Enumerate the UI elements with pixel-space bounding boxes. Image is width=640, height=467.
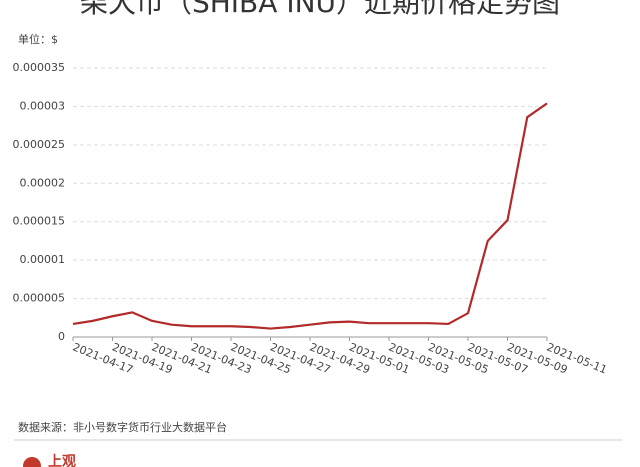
logo-icon [23,457,41,467]
y-tick-label: 0.00001 [20,253,66,266]
y-tick-label: 0.000025 [13,138,66,151]
line [72,102,548,330]
chart-title: 柴犬币（SHIBA INU）近期价格走势图 [80,0,560,19]
y-tick-label: 0.00002 [20,176,66,189]
y-tick-label: 0.000015 [13,215,66,228]
y-tick-label: 0.00003 [20,99,66,112]
logo: 上观 [48,454,76,467]
y-tick-label: 0 [58,330,65,343]
source: 数据来源：非小号数字货币行业大数据平台 [18,420,227,434]
y-tick-label: 0.000035 [13,61,66,74]
unit-label: 单位：$ [18,32,58,46]
y-tick-label: 0.000005 [13,292,66,305]
